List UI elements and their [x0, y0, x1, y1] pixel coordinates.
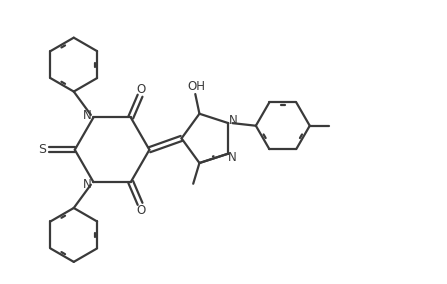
Text: S: S [38, 143, 46, 156]
Text: N: N [228, 151, 236, 164]
Text: N: N [229, 114, 237, 127]
Text: O: O [136, 204, 146, 217]
Text: N: N [84, 178, 92, 191]
Text: N: N [84, 109, 92, 122]
Text: O: O [136, 83, 146, 96]
Text: OH: OH [187, 80, 205, 93]
